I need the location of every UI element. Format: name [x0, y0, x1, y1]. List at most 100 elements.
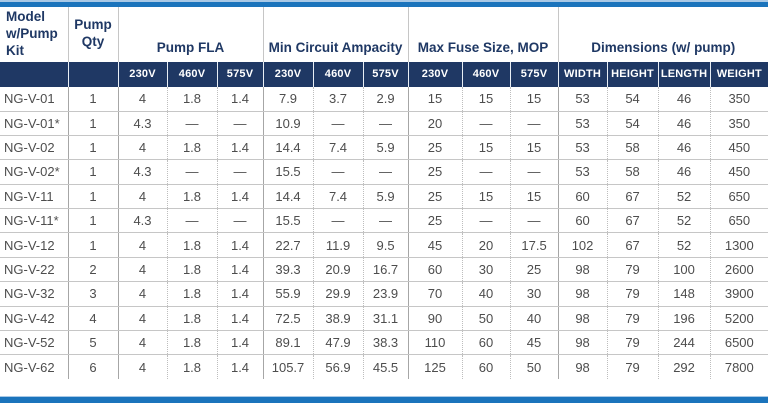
dims-cell: 450 [710, 135, 768, 161]
qty-cell: 6 [68, 354, 119, 380]
dims-cell: 196 [658, 306, 711, 332]
fla-cell: 1.4 [217, 306, 264, 332]
dims-cell: 2600 [710, 257, 768, 283]
model-cell: NG-V-12 [0, 232, 69, 258]
table-row: NG-V-52 5 4 1.8 1.4 89.1 47.9 38.3 110 60 45 98 79 24… [0, 330, 768, 356]
table-row: NG-V-02 1 4 1.8 1.4 14.4 7.4 5.9 25 15 15 53 58 46 450 [0, 135, 768, 161]
group-header-max-fuse-size-mop: Max Fuse Size, MOP [408, 7, 559, 62]
fla-cell: 1.4 [217, 86, 264, 112]
dims-cell: 350 [710, 111, 768, 136]
mop-cell: 25 [408, 184, 463, 210]
subheader-length: LENGTH [658, 61, 711, 87]
mca-cell: 22.7 [263, 232, 314, 258]
model-cell: NG-V-02 [0, 135, 69, 161]
mca-cell: 3.7 [313, 86, 364, 112]
qty-cell: 1 [68, 208, 119, 234]
mop-cell: 60 [462, 354, 511, 380]
fla-cell: 1.4 [217, 330, 264, 356]
table-row: NG-V-12 1 4 1.8 1.4 22.7 11.9 9.5 45 20 17.5 102 67 5… [0, 232, 768, 258]
qty-cell: 5 [68, 330, 119, 356]
mca-cell: 89.1 [263, 330, 314, 356]
subheader-mop-575v: 575V [510, 61, 559, 87]
dims-cell: 100 [658, 257, 711, 283]
dims-cell: 650 [710, 184, 768, 210]
qty-cell: 1 [68, 232, 119, 258]
mca-cell: 23.9 [363, 281, 409, 307]
table-body: NG-V-01 1 4 1.8 1.4 7.9 3.7 2.9 15 15 15 53 54 46 350 N… [0, 86, 768, 380]
mop-cell: — [510, 111, 559, 136]
fla-cell: 4 [118, 86, 168, 112]
mop-cell: 30 [510, 281, 559, 307]
model-cell: NG-V-22 [0, 257, 69, 283]
mop-cell: 50 [462, 306, 511, 332]
dims-cell: 53 [558, 86, 608, 112]
model-cell: NG-V-11* [0, 208, 69, 234]
fla-cell: 1.8 [167, 306, 218, 332]
fla-cell: 1.4 [217, 135, 264, 161]
column-header-pump-qty: Pump Qty [68, 7, 119, 62]
fla-cell: 4.3 [118, 111, 168, 136]
mop-cell: 45 [408, 232, 463, 258]
fla-cell: 4 [118, 281, 168, 307]
fla-cell: — [167, 159, 218, 185]
mop-cell: 15 [510, 86, 559, 112]
mca-cell: 14.4 [263, 135, 314, 161]
subheader-mca-460v: 460V [313, 61, 364, 87]
dims-cell: 1300 [710, 232, 768, 258]
subheader-mop-460v: 460V [462, 61, 511, 87]
dims-cell: 79 [607, 330, 659, 356]
group-header-dimensions: Dimensions (w/ pump) [558, 7, 768, 62]
mop-cell: 25 [408, 135, 463, 161]
dims-cell: 79 [607, 257, 659, 283]
mca-cell: 16.7 [363, 257, 409, 283]
qty-cell: 1 [68, 159, 119, 185]
dims-cell: 54 [607, 86, 659, 112]
dims-cell: 79 [607, 354, 659, 380]
mop-cell: 17.5 [510, 232, 559, 258]
dims-cell: 46 [658, 111, 711, 136]
model-cell: NG-V-11 [0, 184, 69, 210]
dims-cell: 52 [658, 232, 711, 258]
mca-cell: 56.9 [313, 354, 364, 380]
mca-cell: 29.9 [313, 281, 364, 307]
header-row-subcolumns: 230V 460V 575V 230V 460V 575V 230V 460V … [0, 61, 768, 87]
dims-cell: 58 [607, 135, 659, 161]
mop-cell: 20 [408, 111, 463, 136]
mop-cell: 15 [462, 135, 511, 161]
qty-cell: 3 [68, 281, 119, 307]
dims-cell: 98 [558, 306, 608, 332]
fla-cell: — [217, 208, 264, 234]
qty-cell: 2 [68, 257, 119, 283]
mop-cell: 40 [510, 306, 559, 332]
mop-cell: 15 [510, 184, 559, 210]
dims-cell: 46 [658, 135, 711, 161]
mca-cell: 15.5 [263, 159, 314, 185]
mca-cell: 15.5 [263, 208, 314, 234]
mop-cell: 20 [462, 232, 511, 258]
dims-cell: 6500 [710, 330, 768, 356]
group-header-min-circuit-ampacity: Min Circuit Ampacity [263, 7, 409, 62]
top-accent-bar [0, 0, 768, 7]
mca-cell: 9.5 [363, 232, 409, 258]
dims-cell: 450 [710, 159, 768, 185]
dims-cell: 102 [558, 232, 608, 258]
bottom-accent-bar [0, 396, 768, 403]
fla-cell: 1.4 [217, 184, 264, 210]
fla-cell: 4 [118, 184, 168, 210]
pump-spec-table: Model w/Pump Kit Pump Qty Pump FLA Min C… [0, 7, 768, 380]
subheader-fla-575v: 575V [217, 61, 264, 87]
dims-cell: 46 [658, 159, 711, 185]
mca-cell: — [363, 111, 409, 136]
table-row: NG-V-01* 1 4.3— —10.9— —20— —53 54 46 350 [0, 111, 768, 136]
table-row: NG-V-11* 1 4.3— —15.5— —25— —60 67 52 650 [0, 208, 768, 234]
mca-cell: 31.1 [363, 306, 409, 332]
fla-cell: 4 [118, 135, 168, 161]
qty-cell: 1 [68, 135, 119, 161]
group-header-pump-fla: Pump FLA [118, 7, 264, 62]
mop-cell: 30 [462, 257, 511, 283]
fla-cell: 1.8 [167, 330, 218, 356]
fla-cell: 1.4 [217, 354, 264, 380]
dims-cell: 650 [710, 208, 768, 234]
subheader-width: WIDTH [558, 61, 608, 87]
